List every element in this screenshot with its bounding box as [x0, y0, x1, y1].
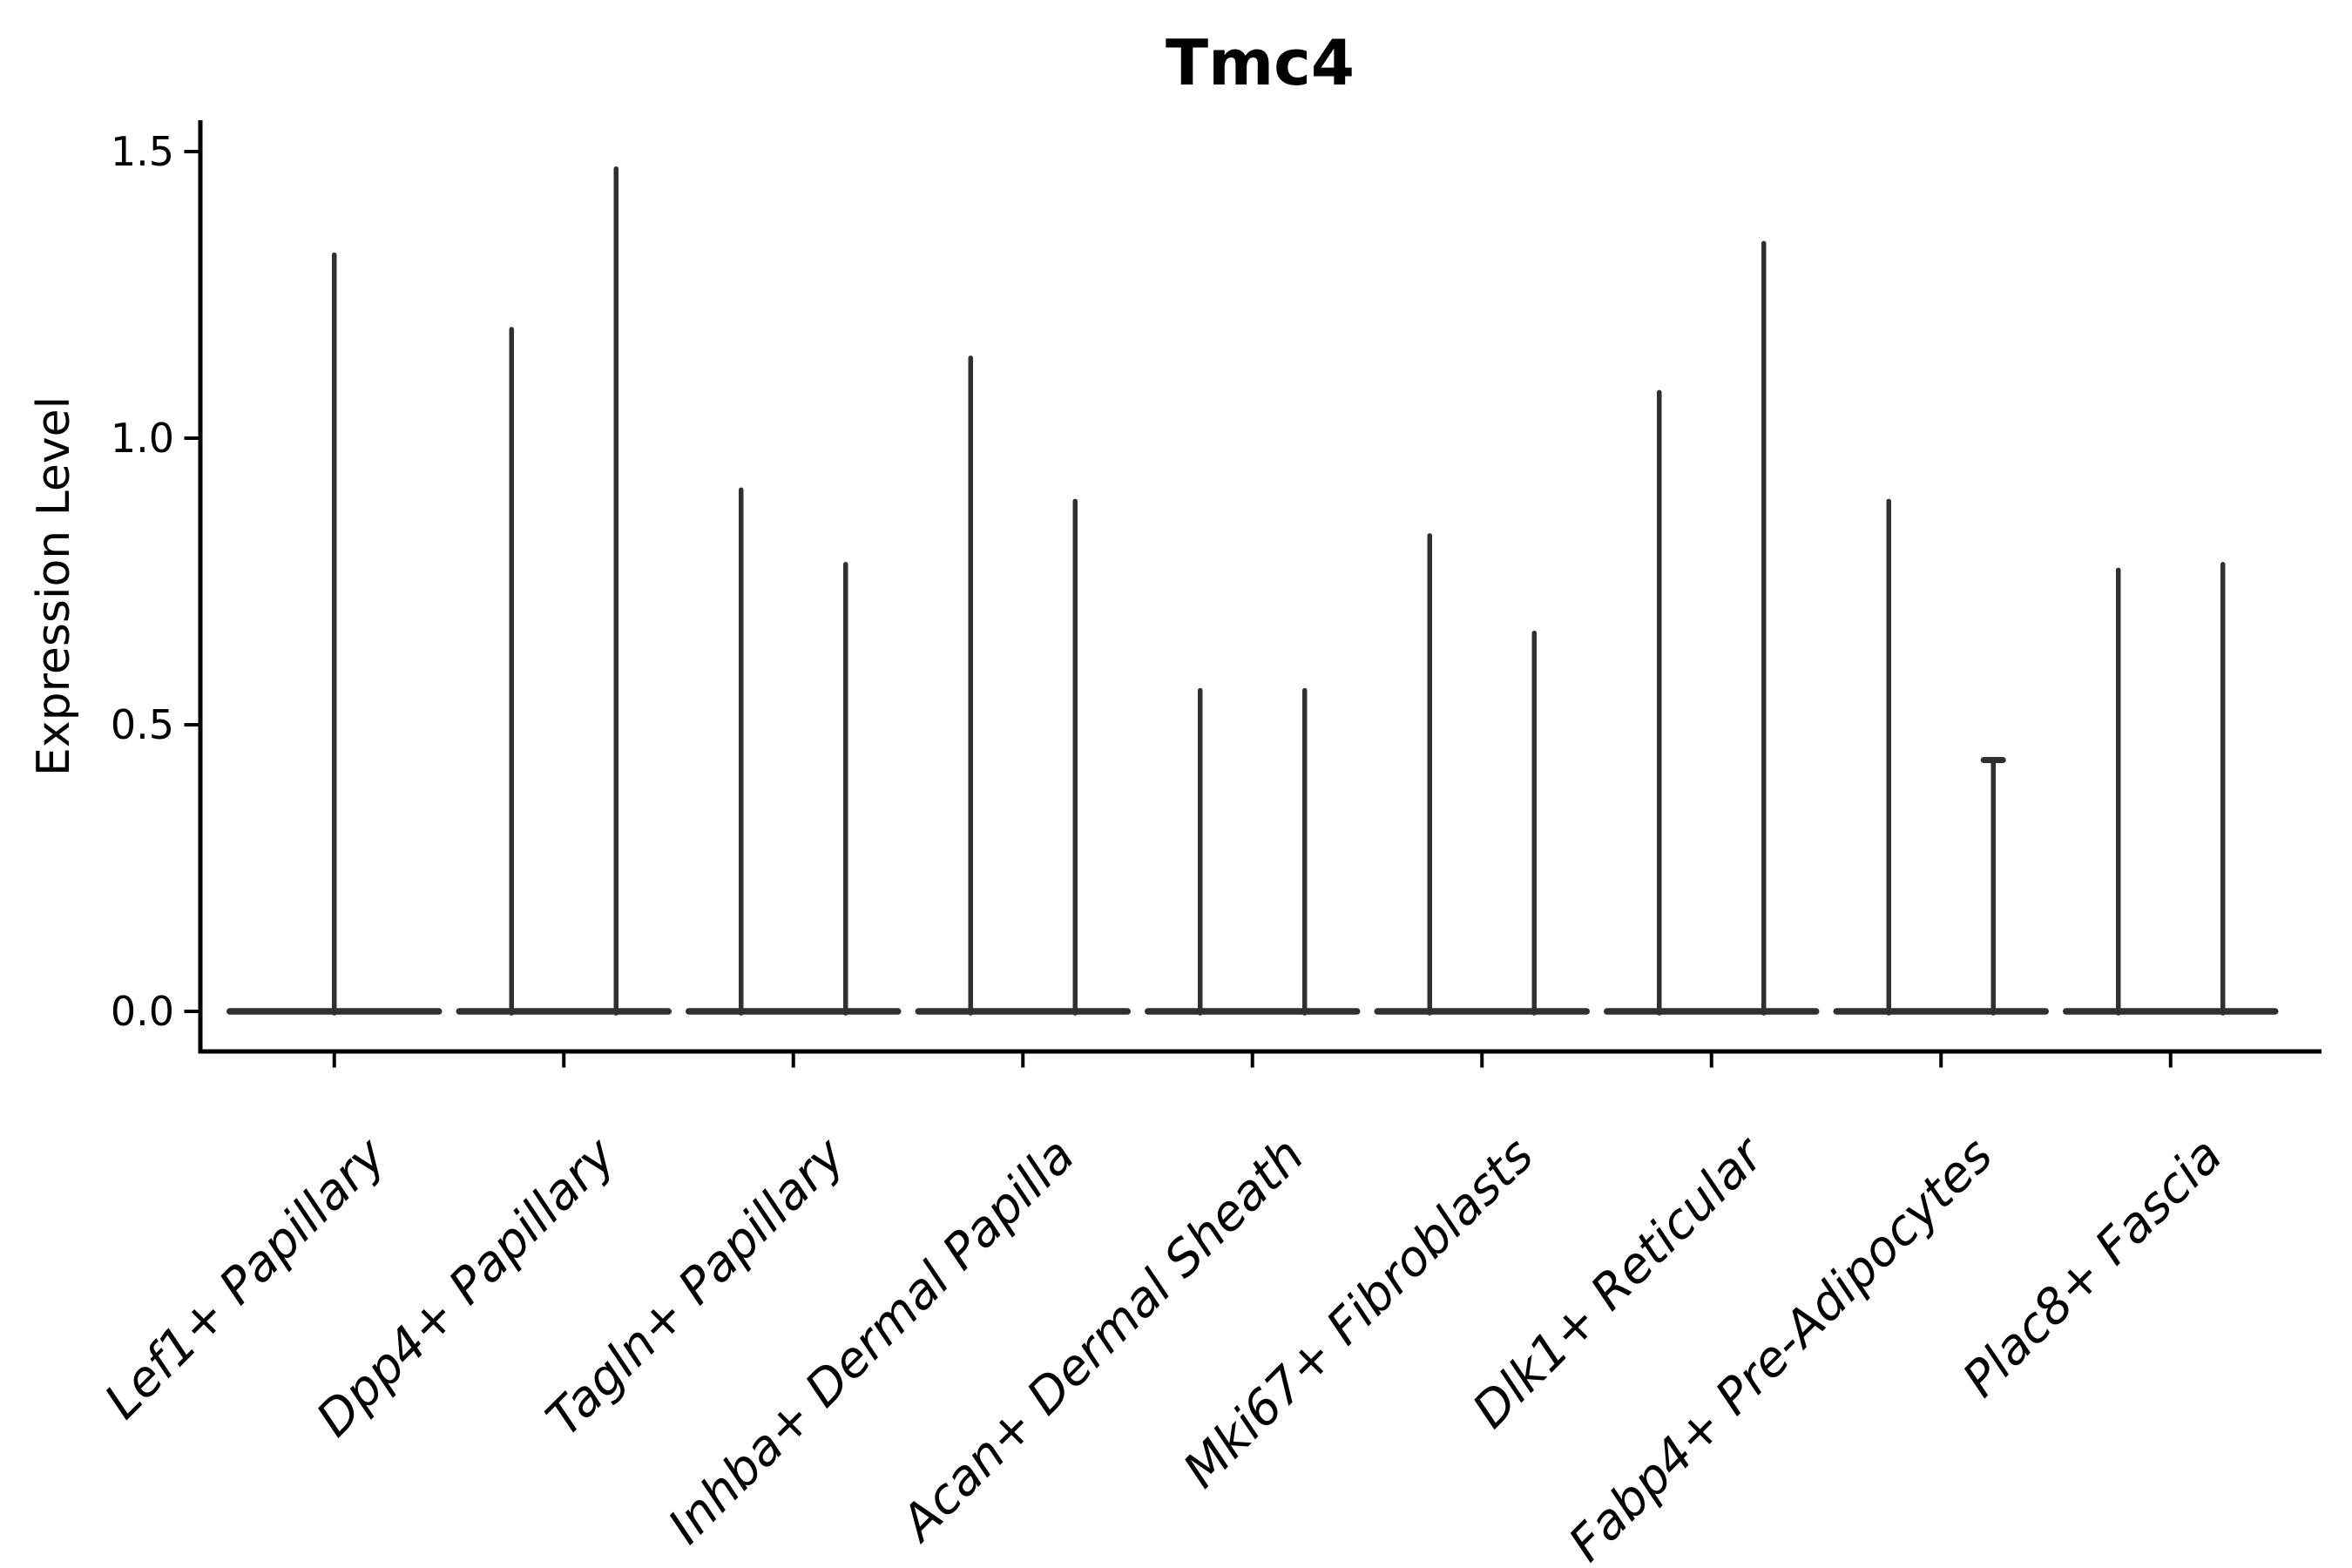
y-tick-label: 1.5	[111, 128, 174, 175]
y-tick-label: 0.0	[111, 988, 174, 1035]
y-tick-label: 0.5	[111, 701, 174, 748]
x-axis-category-label: Fabp4+ Pre-Adipocytes	[1558, 1127, 2004, 1568]
y-tick-label: 1.0	[111, 415, 174, 462]
chart-title: Tmc4	[1166, 26, 1355, 99]
x-axis-category-label: Inhba+ Dermal Papilla	[658, 1127, 1085, 1555]
x-axis-category-label: Acan+ Dermal Sheath	[889, 1127, 1315, 1553]
